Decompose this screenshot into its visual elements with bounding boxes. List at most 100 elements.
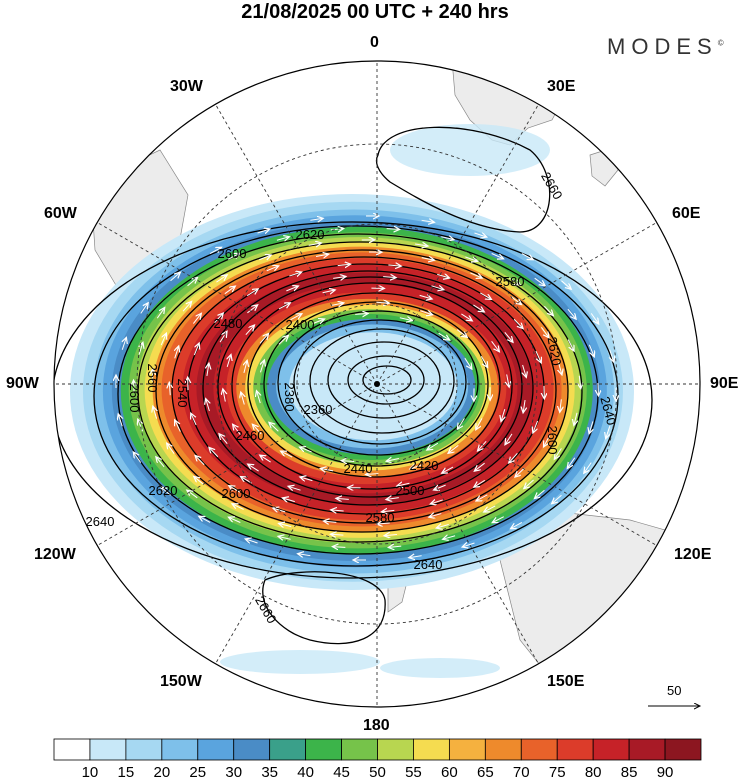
wind-vector	[554, 448, 562, 459]
lon-label-90w: 90W	[6, 375, 39, 392]
wind-vector	[513, 318, 523, 328]
wind-vector	[245, 539, 258, 543]
wind-vector	[560, 399, 562, 412]
wind-vector	[421, 258, 435, 261]
wind-vector	[355, 313, 368, 314]
wind-vector	[521, 253, 533, 260]
lon-label-30w: 30W	[170, 78, 203, 95]
wind-vector	[461, 313, 472, 321]
contour-2660-north	[375, 126, 551, 233]
wind-vector	[156, 308, 164, 319]
wind-vector	[153, 406, 157, 419]
wind-vector	[209, 447, 219, 458]
wind-vector	[278, 335, 288, 345]
contour-line	[217, 276, 523, 498]
colorbar-tick-label: 65	[476, 764, 494, 781]
contour-2660-south	[262, 571, 386, 645]
colorbar-tick-label: 15	[117, 764, 135, 781]
wind-vector	[273, 508, 286, 512]
contour-label: 2460	[236, 428, 265, 443]
wind-vector	[436, 524, 449, 528]
colorbar-tick-label: 85	[620, 764, 638, 781]
wind-vector	[219, 434, 228, 445]
wind-vector	[246, 289, 258, 297]
colorbar-swatch	[305, 738, 342, 761]
wind-vectors	[116, 216, 616, 560]
wind-vector	[278, 536, 291, 539]
contour-label: 2640	[597, 395, 619, 427]
height-contours	[54, 126, 653, 645]
colorbar-swatch	[413, 738, 450, 761]
wind-vector	[384, 534, 398, 535]
wind-vector	[331, 510, 344, 511]
contour-label: 2580	[496, 274, 525, 289]
contour-line	[202, 270, 534, 506]
colorbar-tick-label: 60	[441, 764, 458, 781]
wind-vector	[167, 443, 175, 454]
wind-vector	[160, 333, 166, 346]
wind-vector	[219, 331, 227, 343]
wind-vector	[224, 286, 236, 295]
wind-vector	[381, 510, 395, 511]
wind-vector	[252, 424, 262, 435]
wind-vector	[383, 277, 396, 278]
wind-vector	[419, 295, 432, 299]
wind-vector	[509, 277, 520, 285]
wind-vector	[259, 255, 271, 260]
wind-vector	[256, 391, 260, 404]
colorbar-swatch	[161, 738, 199, 761]
lon-label-150e: 150E	[547, 673, 585, 690]
wind-vector	[199, 516, 211, 523]
wind-vector	[122, 337, 126, 350]
colorbar-swatch	[269, 738, 307, 761]
wind-vector	[386, 229, 400, 230]
wind-vector	[152, 369, 153, 382]
wind-vector	[544, 435, 551, 447]
lon-label-180: 180	[363, 717, 390, 734]
wind-vector	[456, 329, 467, 338]
wind-vector	[474, 462, 485, 471]
wind-vector	[330, 534, 344, 535]
south-pole-marker	[374, 381, 380, 387]
wind-vector	[139, 342, 143, 355]
colorbar-tick-label: 75	[548, 764, 566, 781]
wind-vector	[300, 447, 312, 453]
wind-vector	[192, 313, 201, 324]
wind-vector	[245, 325, 255, 336]
wind-vector	[510, 296, 521, 305]
wind-vector	[240, 477, 252, 484]
wind-vector	[484, 505, 496, 512]
wind-vector	[161, 487, 171, 496]
wind-vector	[191, 413, 197, 426]
contour-label: 2380	[282, 383, 297, 412]
wind-vector	[524, 479, 534, 489]
wind-vector	[175, 346, 179, 359]
colorbar-tick-label: 25	[189, 764, 207, 781]
wind-vector	[288, 486, 301, 490]
wind-vector	[492, 516, 504, 523]
wind-vector	[259, 334, 269, 344]
wind-vector	[320, 468, 334, 470]
wind-vector	[438, 332, 450, 340]
wind-vector	[194, 476, 205, 485]
colorbar-tick-label: 70	[512, 764, 530, 781]
colorbar-tick-label: 30	[225, 764, 243, 781]
contour-label: 2420	[410, 458, 439, 473]
wind-vector	[187, 490, 198, 499]
wind-vector	[491, 341, 500, 351]
wind-vector	[376, 302, 389, 303]
wind-vector	[535, 350, 541, 363]
wind-vector	[244, 360, 247, 374]
wind-vector	[138, 419, 143, 432]
reference-vector-label: 50	[667, 683, 682, 698]
wind-vector	[388, 265, 401, 266]
wind-vector	[515, 467, 525, 477]
wind-vector	[431, 286, 443, 290]
wind-vector	[386, 458, 400, 461]
wind-vector	[462, 543, 475, 547]
wind-vector	[281, 451, 293, 458]
contour-line	[137, 241, 583, 543]
wind-vector	[260, 455, 271, 463]
wind-vector	[409, 556, 422, 558]
